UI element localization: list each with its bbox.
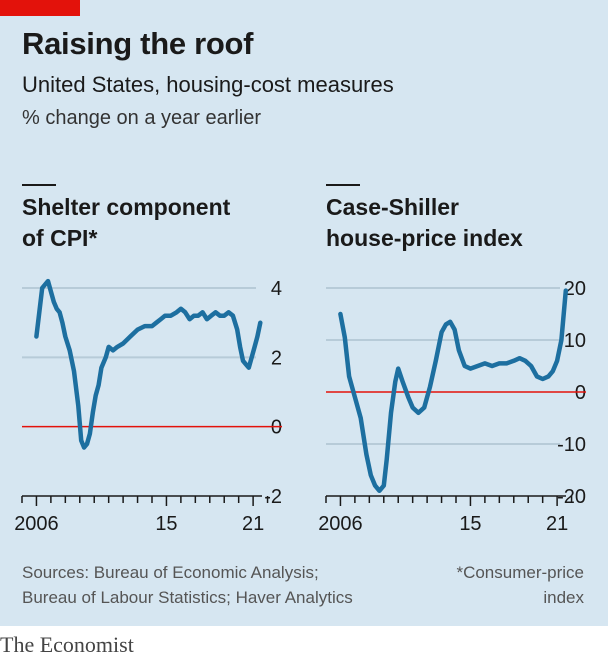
- footnote-line-1: *Consumer-price: [456, 563, 584, 582]
- economist-logo: The Economist: [0, 632, 134, 657]
- right-x-tick-label: 15: [459, 513, 481, 535]
- right-x-tick-label: 2006: [318, 513, 363, 535]
- footnote: *Consumer-price index: [414, 560, 584, 610]
- left-series-line: [34, 278, 263, 450]
- right-x-tick-label: 21: [546, 513, 568, 535]
- footnote-line-2: index: [543, 588, 584, 607]
- left-y-tick-label: -2: [264, 486, 282, 508]
- right-y-tick-label: -10: [557, 434, 586, 456]
- right-y-tick-label: 20: [564, 278, 586, 300]
- left-y-tick-label: 2: [271, 347, 282, 369]
- chart-panel: Raising the roof United States, housing-…: [0, 0, 608, 626]
- left-y-tick-label: 4: [271, 278, 282, 300]
- right-y-tick-label: 10: [564, 330, 586, 352]
- right-chart-title-bar: [326, 184, 360, 186]
- left-x-tick-label: 2006: [14, 513, 59, 535]
- source-note: Sources: Bureau of Economic Analysis; Bu…: [22, 560, 353, 610]
- left-y-tick-label: 0: [271, 417, 282, 439]
- right-y-tick-label: 0: [575, 382, 586, 404]
- right-chart-title-line2: house-price index: [326, 225, 523, 251]
- left-chart-title-bar: [22, 184, 56, 186]
- brand-red-tag: [0, 0, 80, 16]
- source-line-1: Sources: Bureau of Economic Analysis;: [22, 563, 319, 582]
- chart-title: Raising the roof: [22, 26, 254, 61]
- right-series-line: [338, 288, 569, 494]
- chart-unit-label: % change on a year earlier: [22, 107, 262, 129]
- right-chart-title-line1: Case-Shiller: [326, 194, 459, 220]
- source-line-2: Bureau of Labour Statistics; Haver Analy…: [22, 588, 353, 607]
- right-chart-title: Case-Shiller house-price index: [326, 192, 523, 254]
- left-x-tick-label: 15: [155, 513, 177, 535]
- left-x-tick-label: 21: [242, 513, 264, 535]
- left-chart-title: Shelter component of CPI*: [22, 192, 230, 254]
- chart-subtitle: United States, housing-cost measures: [22, 72, 394, 97]
- left-chart-title-line2: of CPI*: [22, 225, 98, 251]
- left-chart-title-line1: Shelter component: [22, 194, 231, 220]
